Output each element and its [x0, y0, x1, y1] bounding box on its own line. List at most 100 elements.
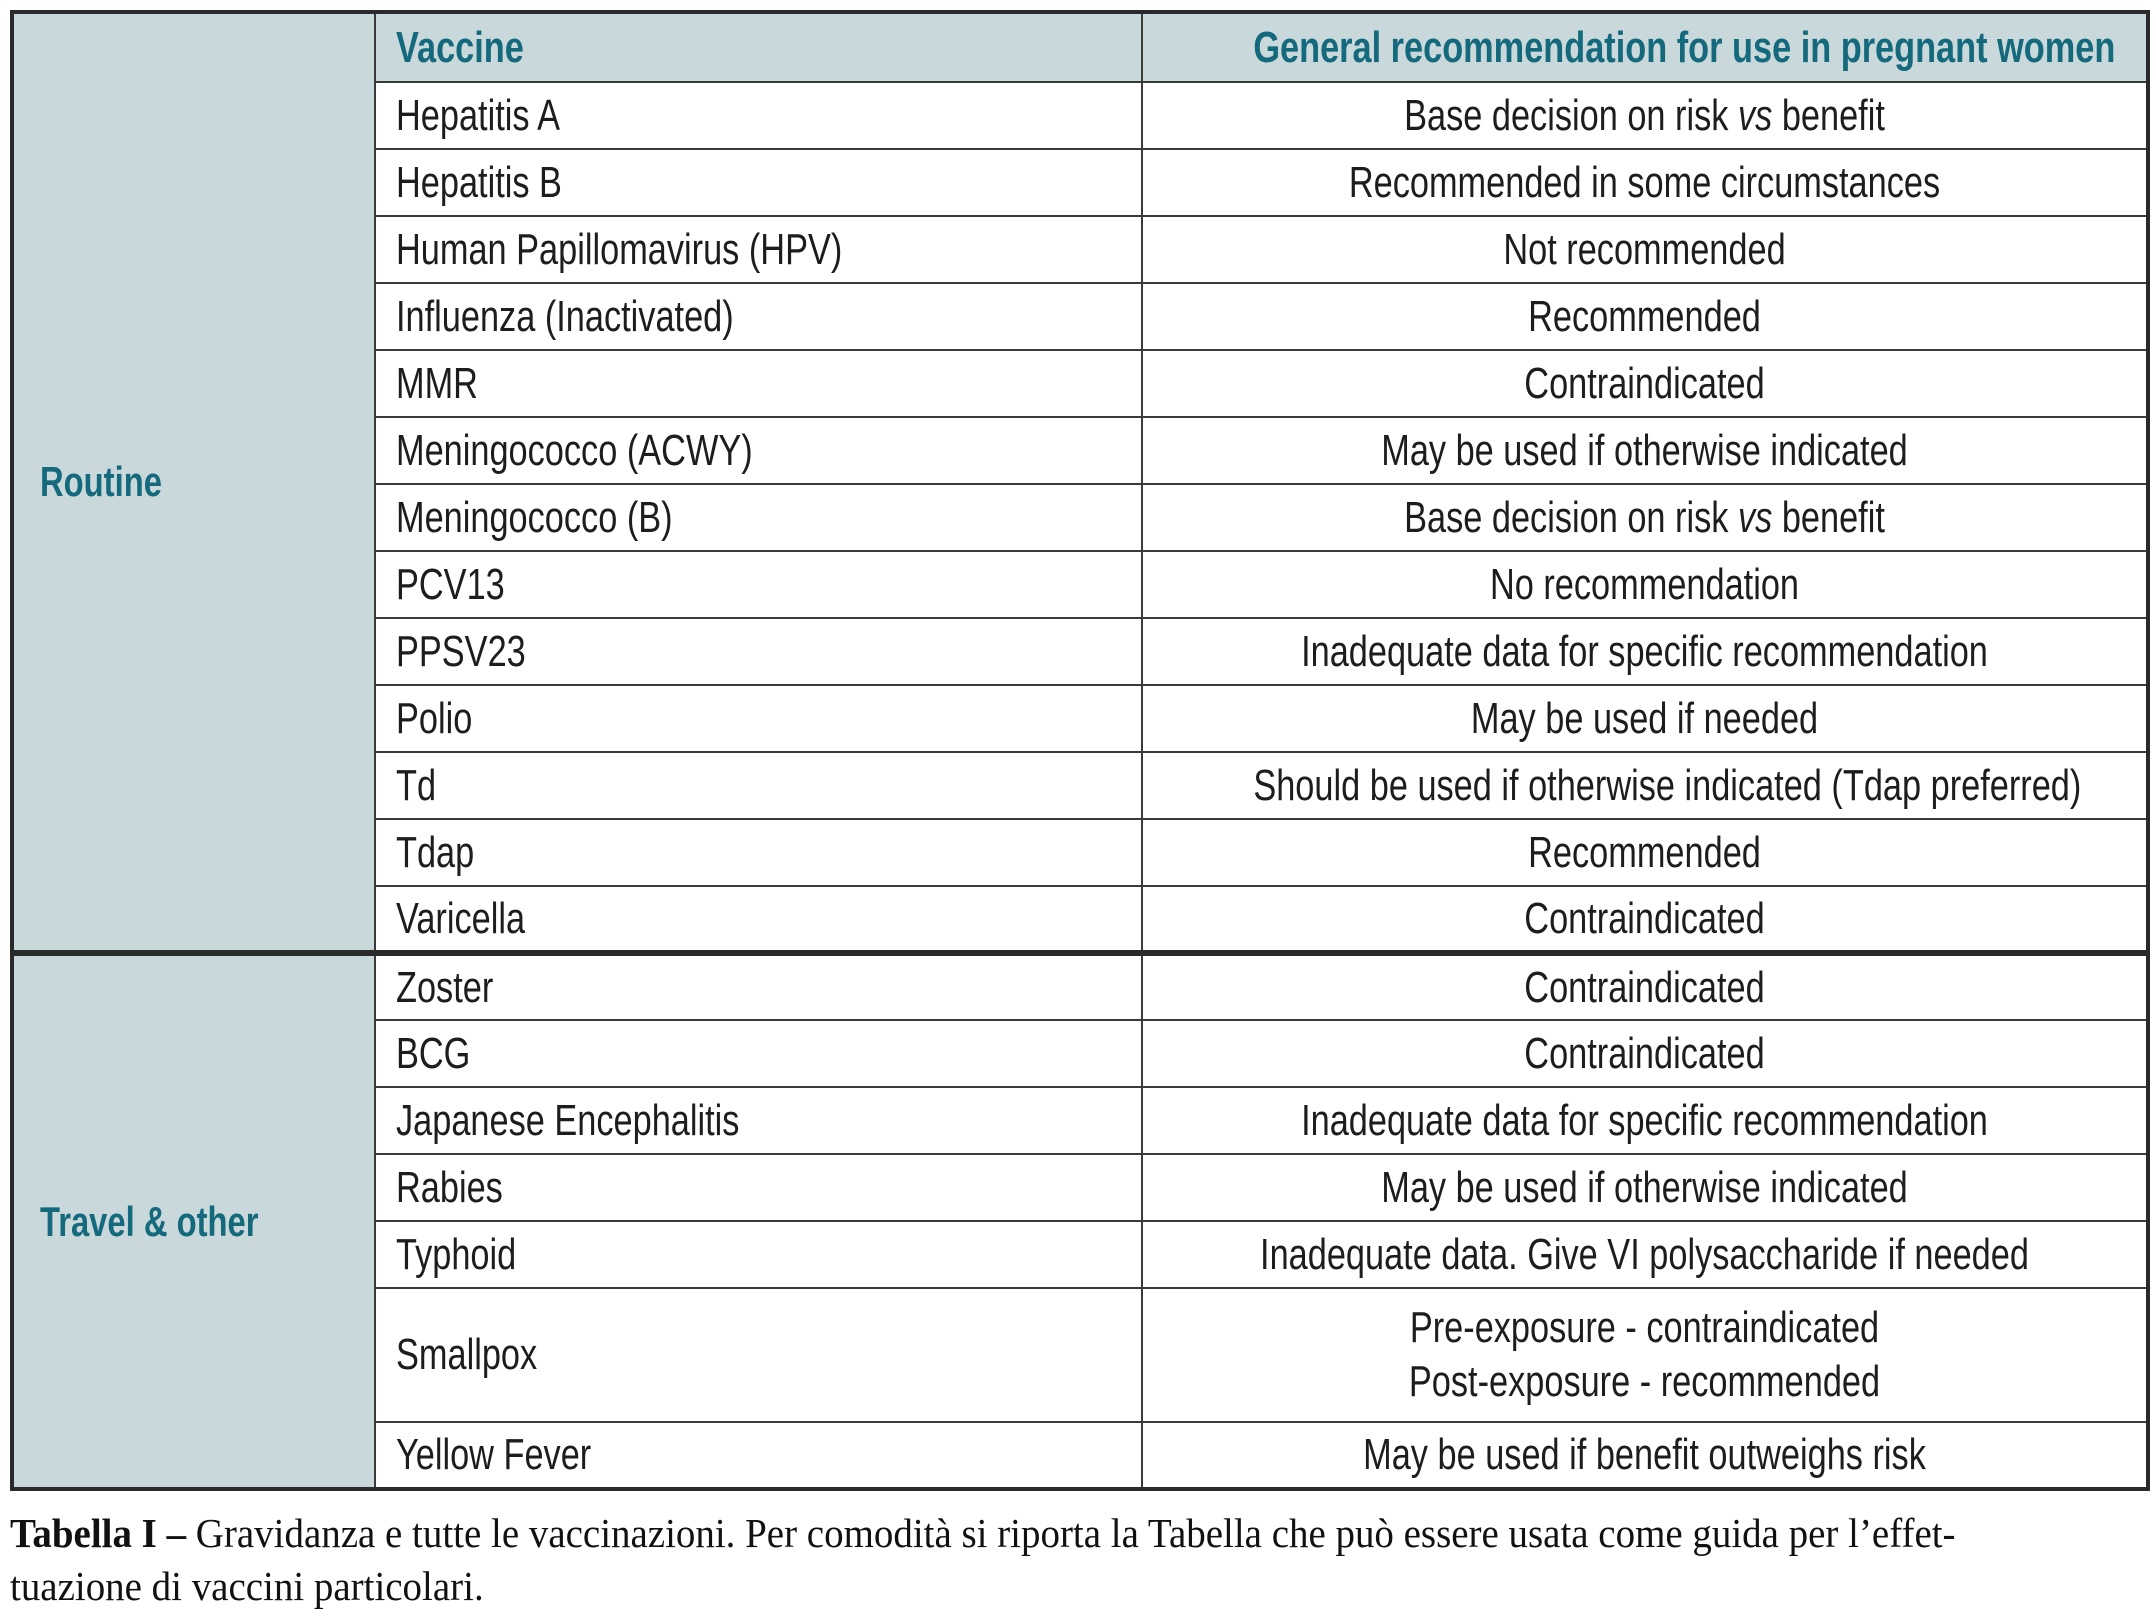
- recommendation-text: Contraindicated: [1524, 1028, 1765, 1078]
- vaccine-name: Polio: [396, 693, 473, 743]
- vaccine-cell: Typhoid: [374, 1220, 1143, 1289]
- recommendation-cell: Inadequate data for specific recommendat…: [1141, 617, 2149, 686]
- recommendation-text: Pre-exposure - contraindicated: [1409, 1303, 1880, 1353]
- recommendation-text: Recommended in some circumstances: [1348, 157, 1941, 207]
- table-row: Hepatitis A Base decision on risk vs bene…: [12, 81, 2149, 150]
- vaccine-name: Rabies: [396, 1162, 503, 1212]
- table-row: Travel & other Zoster Contraindicated: [11, 950, 2149, 1490]
- recommendation-text: May be used if needed: [1470, 693, 1819, 743]
- recommendation-text: May be used if benefit outweighs risk: [1363, 1430, 1926, 1480]
- vaccine-name: Human Papillomavirus (HPV): [396, 224, 843, 274]
- vaccine-cell: Zoster: [374, 950, 1143, 1021]
- recommendation-text: Contraindicated: [1524, 358, 1765, 408]
- vaccine-name: Hepatitis B: [396, 157, 562, 207]
- caption-line-1: Tabella I – Gravidanza e tutte le vaccin…: [10, 1507, 2043, 1560]
- recommendation-cell: Base decision on risk vs benefit: [1141, 483, 2149, 552]
- recommendation-text: Post-exposure - recommended: [1408, 1357, 1881, 1406]
- recommendation-cell: May be used if otherwise indicated: [1141, 416, 2149, 485]
- vaccine-cell: Yellow Fever: [374, 1421, 1143, 1490]
- vaccine-name: Influenza (Inactivated): [396, 291, 734, 341]
- recommendation-text: Inadequate data for specific recommendat…: [1301, 626, 1988, 676]
- recommendation-cell: Should be used if otherwise indicated (T…: [1141, 751, 2149, 820]
- recommendation-cell: Pre-exposure - contraindicated Post-expos…: [1141, 1287, 2149, 1423]
- recommendation-cell: Recommended: [1141, 282, 2149, 351]
- recommendation-text: Contraindicated: [1524, 962, 1765, 1012]
- caption-line-2: tuazione di vaccini particolari.: [10, 1563, 484, 1610]
- recommendation-text: Should be used if otherwise indicated (T…: [1253, 760, 2082, 810]
- recommendation-column-header: General recommendation for use in pregna…: [1141, 11, 2149, 83]
- vaccine-name: Hepatitis A: [396, 90, 561, 140]
- vaccine-cell: Polio: [374, 684, 1143, 753]
- recommendation-cell: May be used if benefit outweighs risk: [1141, 1421, 2149, 1490]
- table-row: Meningococco (ACWY) May be used if otherw…: [12, 416, 2149, 485]
- recommendation-column-header-label: General recommendation for use in pregna…: [1253, 22, 2116, 72]
- table-row: PCV13 No recommendation: [12, 550, 2149, 619]
- vaccine-cell: Japanese Encephalitis: [374, 1086, 1143, 1155]
- recommendation-cell: No recommendation: [1141, 550, 2149, 619]
- vaccine-name: Smallpox: [396, 1330, 538, 1380]
- recommendation-cell: May be used if otherwise indicated: [1141, 1153, 2149, 1222]
- recommendation-cell: Not recommended: [1141, 215, 2149, 284]
- vaccine-cell: Tdap: [374, 818, 1143, 887]
- recommendation-text: Contraindicated: [1524, 893, 1765, 943]
- table-row: PPSV23 Inadequate data for specific recom…: [12, 617, 2149, 686]
- recommendation-text: Base decision on risk vs benefit: [1404, 90, 1885, 140]
- caption-text-1: Gravidanza e tutte le vaccinazioni. Per …: [186, 1510, 1956, 1556]
- table-row: Polio May be used if needed: [12, 684, 2149, 753]
- vaccine-name: Meningococco (B): [396, 492, 673, 542]
- recommendation-cell: Contraindicated: [1141, 885, 2149, 954]
- table-row: MMR Contraindicated: [12, 349, 2149, 418]
- table-row: Tdap Recommended: [12, 818, 2149, 887]
- recommendation-cell: Base decision on risk vs benefit: [1141, 81, 2149, 150]
- vaccine-name: Yellow Fever: [396, 1430, 592, 1480]
- recommendation-text: Not recommended: [1503, 224, 1786, 274]
- table-row: Meningococco (B) Base decision on risk vs…: [12, 483, 2149, 552]
- recommendation-cell: Inadequate data. Give VI polysaccharide …: [1141, 1220, 2149, 1289]
- vaccine-name: Typhoid: [396, 1229, 517, 1279]
- vaccine-cell: Varicella: [374, 885, 1143, 954]
- table-row: Influenza (Inactivated) Recommended: [12, 282, 2149, 351]
- header-row: Routine Vaccine General recommendation f…: [11, 11, 2149, 954]
- recommendation-text: May be used if otherwise indicated: [1381, 425, 1908, 475]
- table-row: Typhoid Inadequate data. Give VI polysacc…: [12, 1220, 2149, 1289]
- vaccine-cell: Smallpox: [374, 1287, 1143, 1423]
- recommendation-cell: May be used if needed: [1141, 684, 2149, 753]
- vaccine-cell: Hepatitis A: [374, 81, 1143, 150]
- vaccine-name: Meningococco (ACWY): [396, 425, 753, 475]
- vaccine-table: Routine Vaccine General recommendation f…: [10, 10, 2150, 1491]
- vaccine-name: PPSV23: [396, 626, 526, 676]
- recommendation-cell: Recommended: [1141, 818, 2149, 887]
- vaccine-cell: Influenza (Inactivated): [374, 282, 1143, 351]
- category-cell-routine: Routine: [11, 11, 376, 954]
- recommendation-cell: Contraindicated: [1141, 349, 2149, 418]
- recommendation-cell: Inadequate data for specific recommendat…: [1141, 1086, 2149, 1155]
- table-caption: Tabella I – Gravidanza e tutte le vaccin…: [10, 1507, 2150, 1614]
- recommendation-text: Recommended: [1528, 291, 1761, 341]
- table-row: Rabies May be used if otherwise indicated: [12, 1153, 2149, 1222]
- vaccine-name: Td: [396, 760, 437, 810]
- caption-label: Tabella I –: [10, 1510, 187, 1556]
- recommendation-text: Inadequate data. Give VI polysaccharide …: [1260, 1229, 2029, 1279]
- category-cell-travel-other: Travel & other: [11, 950, 376, 1490]
- table-row: Hepatitis B Recommended in some circumsta…: [12, 148, 2149, 217]
- vaccine-cell: MMR: [374, 349, 1143, 418]
- table-row: Td Should be used if otherwise indicated …: [12, 751, 2149, 820]
- vaccine-cell: BCG: [374, 1019, 1143, 1088]
- table-row: Varicella Contraindicated: [12, 885, 2149, 954]
- recommendation-text: May be used if otherwise indicated: [1381, 1162, 1908, 1212]
- vaccine-name: PCV13: [396, 559, 505, 609]
- vaccine-name: Zoster: [396, 962, 494, 1012]
- table-row: Smallpox Pre-exposure - contraindicated Po…: [12, 1287, 2149, 1423]
- table-row: Japanese Encephalitis Inadequate data for…: [12, 1086, 2149, 1155]
- vaccine-cell: PPSV23: [374, 617, 1143, 686]
- vaccine-name: Tdap: [396, 827, 475, 877]
- vaccine-column-header: Vaccine: [374, 11, 1143, 83]
- vaccine-cell: Hepatitis B: [374, 148, 1143, 217]
- recommendation-cell: Recommended in some circumstances: [1141, 148, 2149, 217]
- table-row: Human Papillomavirus (HPV) Not recommende…: [12, 215, 2149, 284]
- table-row: BCG Contraindicated: [12, 1019, 2149, 1088]
- recommendation-cell: Contraindicated: [1141, 1019, 2149, 1088]
- vaccine-cell: Meningococco (ACWY): [374, 416, 1143, 485]
- vaccine-name: MMR: [396, 358, 478, 408]
- vaccine-cell: PCV13: [374, 550, 1143, 619]
